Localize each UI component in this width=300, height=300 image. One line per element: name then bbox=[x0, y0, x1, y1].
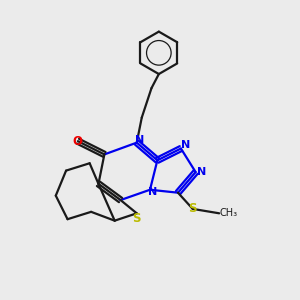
Text: S: S bbox=[132, 212, 140, 225]
Text: S: S bbox=[188, 202, 197, 215]
Text: O: O bbox=[73, 135, 83, 148]
Text: N: N bbox=[197, 167, 207, 177]
Text: CH₃: CH₃ bbox=[220, 208, 238, 218]
Text: N: N bbox=[181, 140, 190, 150]
Text: N: N bbox=[148, 187, 158, 197]
Text: N: N bbox=[135, 135, 144, 145]
